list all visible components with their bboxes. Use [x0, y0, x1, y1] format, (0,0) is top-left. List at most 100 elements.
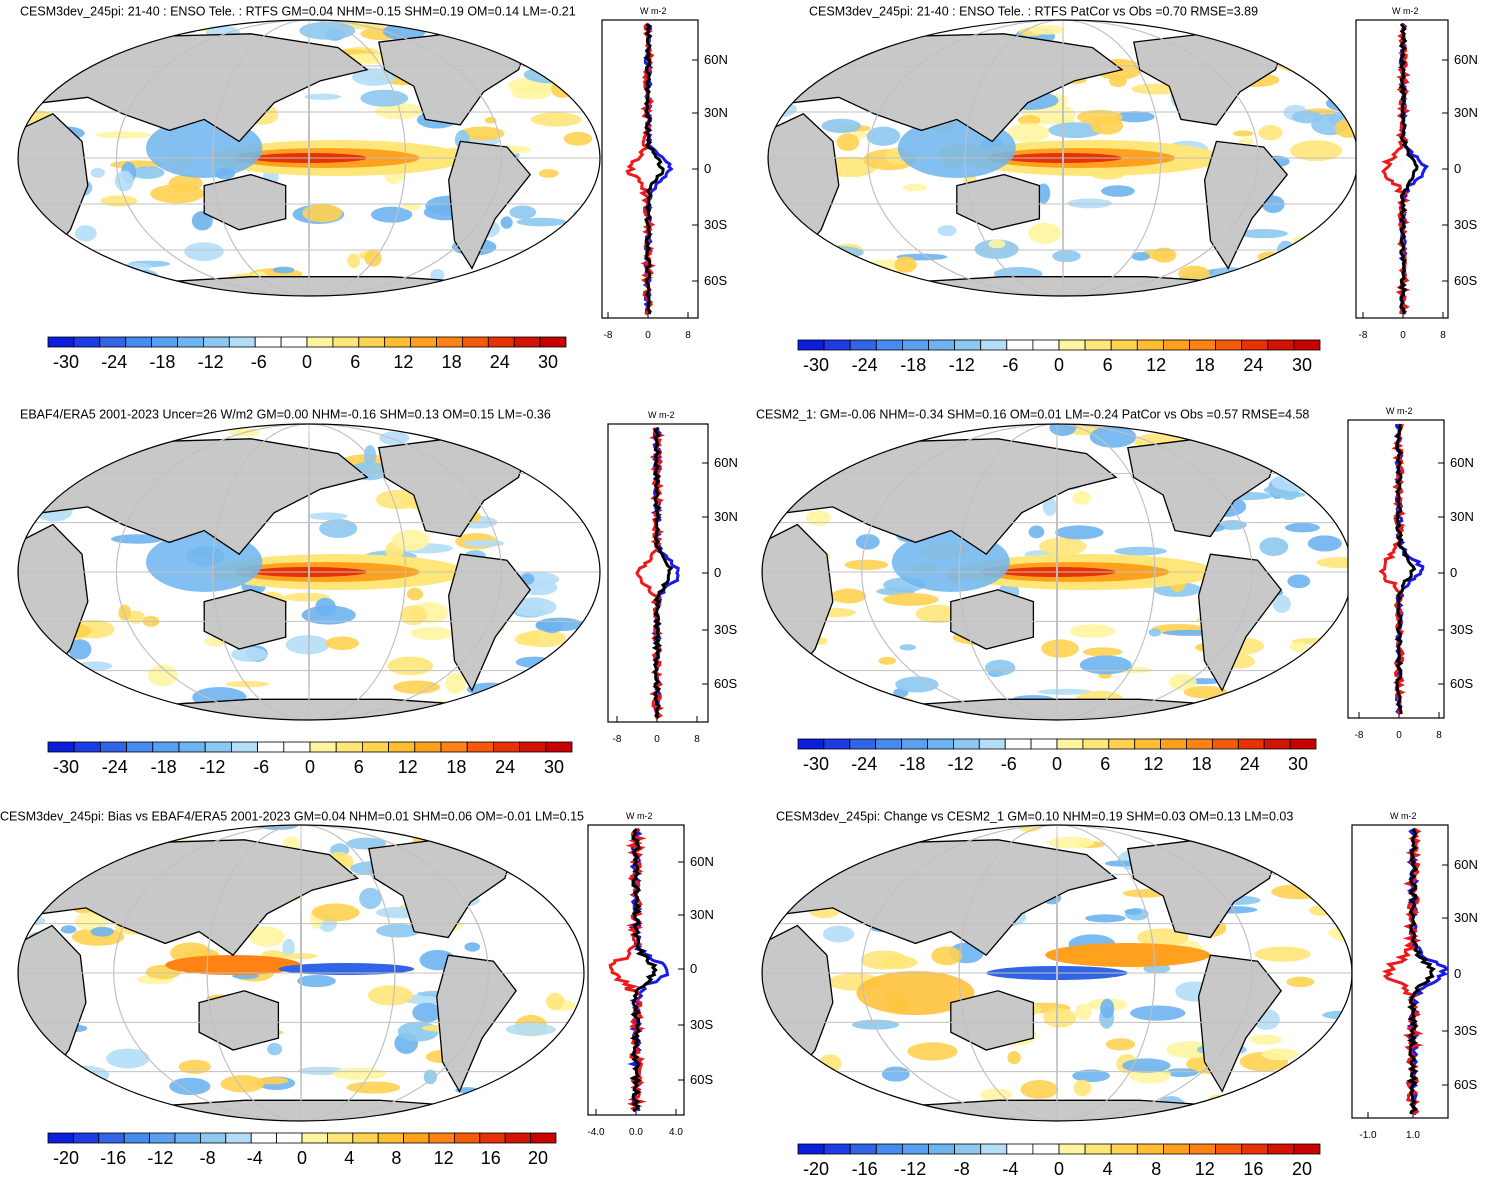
colorbar-swatch	[797, 1143, 825, 1155]
anomaly-patch	[46, 64, 79, 74]
lat-label: 60N	[1454, 857, 1478, 872]
colorbar-label: 8	[1151, 1159, 1161, 1177]
meridian-line	[211, 424, 407, 720]
land-mass	[18, 438, 369, 556]
zonal-units: W m-2	[626, 811, 653, 821]
red-line	[625, 23, 656, 316]
anomaly-patch	[786, 253, 807, 270]
anomaly-patch	[29, 271, 74, 293]
anomaly-patch	[191, 211, 213, 231]
anomaly-patch	[1122, 1058, 1171, 1073]
colorbar-swatch	[953, 738, 980, 750]
anomaly-patch	[545, 666, 591, 682]
colorbar-swatch	[99, 336, 127, 348]
anomaly-patch	[1007, 123, 1050, 143]
colorbar-label: 0	[1052, 754, 1062, 774]
anomaly-patch	[325, 636, 360, 651]
anomaly-patch	[806, 510, 831, 527]
anomaly-patch	[765, 476, 790, 498]
colorbar-label: -18	[151, 757, 177, 777]
colorbar-swatch	[151, 336, 178, 348]
colorbar-label: 6	[1100, 754, 1110, 774]
lat-label: 60S	[704, 273, 727, 288]
panel-title: CESM3dev_245pi: Change vs CESM2_1 GM=0.1…	[776, 809, 1293, 823]
anomaly-patch	[535, 619, 561, 632]
change-warm-io	[856, 971, 975, 1015]
map	[768, 20, 1358, 296]
anomaly-patch	[18, 892, 35, 904]
colorbar: -30 -24 -18 -12 -6 0 6 12 18 24 30	[797, 339, 1321, 375]
anomaly-patch	[76, 661, 113, 671]
colorbar-swatch	[403, 1132, 430, 1144]
colorbar-swatch	[178, 741, 206, 753]
anomaly-patch	[533, 277, 588, 286]
colorbar-swatch	[1237, 738, 1265, 750]
anomaly-patch	[1219, 29, 1250, 41]
colorbar-label: -12	[199, 757, 225, 777]
meridian-line	[211, 20, 407, 296]
zonal-mean-plot: W m-2 60N 30N 0 30S 60S -1.0 1.0	[1351, 811, 1478, 1141]
anomaly-patch	[370, 206, 413, 223]
meridian-line	[1056, 424, 1058, 720]
zonal-tick-label: 0	[1396, 730, 1402, 741]
colorbar-swatch	[453, 1132, 481, 1144]
colorbar-label: 20	[1292, 1159, 1312, 1177]
anomaly-patch	[351, 68, 397, 86]
anomaly-patch	[80, 688, 97, 708]
colorbar-label: 4	[1103, 1159, 1113, 1177]
colorbar-label: -30	[53, 757, 79, 777]
anomaly-patch	[1261, 1048, 1299, 1061]
colorbar-swatch	[1163, 1143, 1190, 1155]
land-mass	[448, 553, 532, 692]
anomaly-patch	[1052, 250, 1081, 263]
colorbar-label: 18	[442, 352, 462, 372]
colorbar-swatch	[250, 1132, 277, 1144]
colorbar-swatch	[280, 336, 308, 348]
anomaly-patch	[427, 429, 463, 441]
anomaly-patch	[1300, 699, 1313, 711]
colorbar-swatch	[73, 741, 101, 753]
land-mass	[950, 990, 1035, 1051]
panel-title: CESM3dev_245pi: 21-40 : ENSO Tele. : RTF…	[809, 4, 1258, 18]
anomaly-patch	[1089, 425, 1137, 448]
lat-label: 60S	[690, 1072, 713, 1087]
lat-label: 30N	[1454, 910, 1478, 925]
colorbar-swatch	[849, 339, 877, 351]
colorbar-swatch	[1186, 738, 1213, 750]
anomaly-patch	[860, 950, 908, 970]
colorbar-swatch	[384, 336, 412, 348]
anomaly-patch	[1299, 1115, 1352, 1121]
anomaly-patch	[423, 1069, 437, 1085]
colorbar-swatch	[1136, 1143, 1164, 1155]
anomaly-patch	[558, 30, 582, 44]
colorbar: -20 -16 -12 -8 -4 0 4 8 12 16 20	[797, 1143, 1321, 1177]
colorbar-swatch	[1293, 339, 1321, 351]
anomaly-patch	[1301, 267, 1321, 286]
anomaly-patch	[1039, 537, 1087, 556]
colorbar-label: -18	[900, 355, 926, 375]
colorbar-swatch	[1215, 1143, 1243, 1155]
land-mass	[436, 954, 517, 1093]
anomaly-patch	[18, 825, 33, 836]
anomaly-patch	[148, 664, 178, 687]
colorbar-label: -24	[101, 352, 127, 372]
anomaly-patch	[1316, 556, 1352, 569]
black-line	[629, 827, 658, 1113]
colorbar-swatch	[1030, 738, 1058, 750]
colorbar-swatch	[352, 1132, 379, 1144]
lat-label: 0	[714, 565, 721, 580]
black-line	[1394, 423, 1417, 715]
colorbar-swatch	[1084, 339, 1112, 351]
anomaly-patch	[1104, 860, 1137, 867]
anomaly-patch	[1272, 491, 1306, 498]
anomaly-patch	[844, 559, 889, 570]
colorbar-swatch	[539, 336, 567, 348]
colorbar-label: -4	[247, 1148, 263, 1168]
anomaly-patch	[60, 925, 77, 934]
land-mass	[768, 33, 1124, 143]
anomaly-patch	[359, 887, 382, 910]
anomaly-patch	[307, 512, 348, 520]
map	[18, 20, 600, 296]
anomaly-patch	[772, 472, 823, 487]
anomaly-patch	[157, 26, 197, 35]
